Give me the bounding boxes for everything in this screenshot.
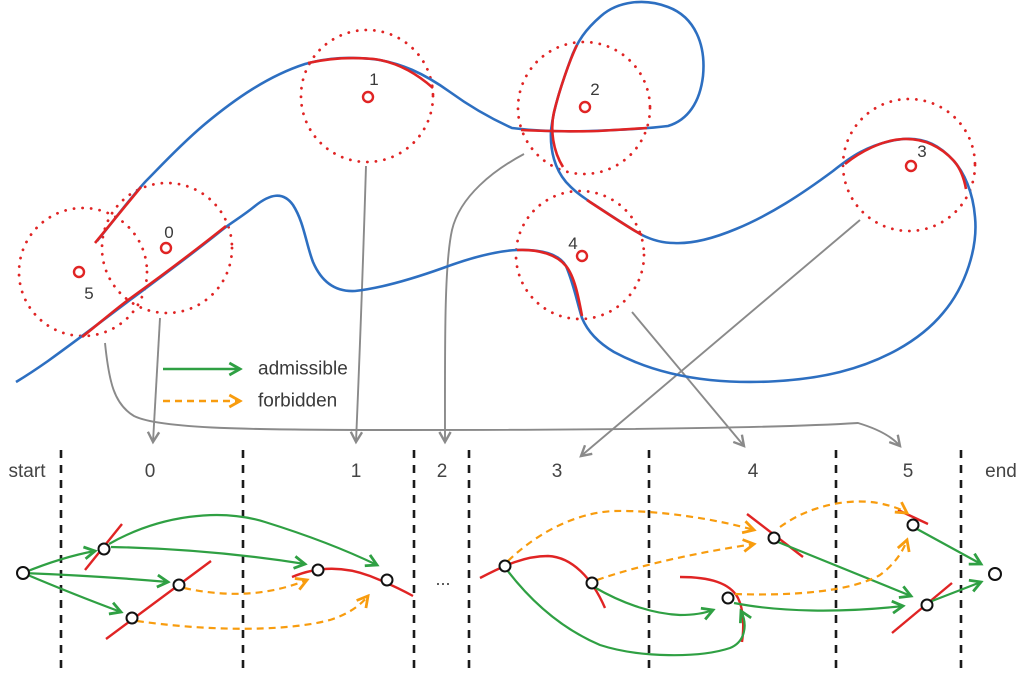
edge-admissible-3b-4b <box>593 586 713 615</box>
edge-admissible-0a-1b <box>108 513 377 565</box>
waypoint-marker-2 <box>578 100 592 114</box>
uncertainty-circle-5 <box>17 206 149 338</box>
connector-circle-4-to-column-4 <box>631 311 746 448</box>
visited-segments <box>81 44 968 339</box>
edge-admissible-start-0b <box>22 571 168 582</box>
visited-segment-7 <box>516 248 584 317</box>
waypoint-label-0: 0 <box>164 223 173 242</box>
edge-forbidden-0c-1b <box>136 596 368 630</box>
graph-node-1a <box>311 563 325 577</box>
waypoint-markers <box>72 90 918 279</box>
edge-admissible-0a-1a <box>110 545 305 564</box>
graph-node-end <box>988 567 1002 581</box>
uncertainty-circle-3 <box>841 97 977 233</box>
column-separators <box>59 450 963 672</box>
edge-admissible-3a-4b <box>506 569 745 657</box>
uncertainty-circles <box>17 28 977 338</box>
waypoint-label-2: 2 <box>590 80 599 99</box>
circle-to-column-connectors <box>104 153 902 458</box>
edge-admissible-4b-5b <box>733 603 903 611</box>
tangent-segment-4b <box>679 575 745 643</box>
visited-segment-6 <box>844 137 968 190</box>
tangent-segment-1a-1b <box>291 567 414 598</box>
edge-forbidden-4b-5a <box>734 540 907 596</box>
column-label-5: 5 <box>903 461 914 482</box>
graph-node-0c <box>125 611 139 625</box>
waypoint-label-1: 1 <box>369 70 378 89</box>
column-label-start: start <box>9 461 47 482</box>
waypoint-label-4: 4 <box>568 234 577 253</box>
visited-segment-3 <box>520 126 648 133</box>
graph-nodes <box>16 518 1002 625</box>
edge-forbidden-3a-4a <box>507 509 754 562</box>
uncertainty-circle-1 <box>299 28 435 164</box>
uncertainty-circle-4 <box>514 189 646 321</box>
connector-circle-5-to-column-5 <box>104 342 902 448</box>
column-label-0: 0 <box>145 461 156 482</box>
uncertainty-circle-2 <box>516 40 652 176</box>
column-label-end: end <box>985 461 1017 482</box>
graph-node-4a <box>767 531 781 545</box>
visited-segment-1 <box>81 224 227 339</box>
edge-forbidden-3b-4a <box>596 544 754 582</box>
legend: admissible forbidden <box>163 359 348 412</box>
transition-graph <box>16 500 1002 657</box>
connector-circle-1-to-column-1 <box>349 165 367 445</box>
connector-circle-2-to-column-2 <box>438 153 525 445</box>
elided-columns-ellipsis: ... <box>435 569 450 589</box>
trajectory-path <box>15 0 977 384</box>
column-label-3: 3 <box>552 461 563 482</box>
visited-segment-4 <box>551 44 579 168</box>
graph-node-1b <box>380 573 394 587</box>
column-label-4: 4 <box>748 461 759 482</box>
edge-admissible-start-0c <box>22 571 121 612</box>
graph-node-5b <box>920 598 934 612</box>
node-tangent-segments <box>84 508 953 643</box>
visited-segment-5 <box>586 198 643 237</box>
graph-node-5a <box>906 518 920 532</box>
tangent-segment-0b-0c <box>105 560 212 640</box>
graph-node-3b <box>585 576 599 590</box>
legend-forbidden-label: forbidden <box>258 391 337 412</box>
graph-node-3a <box>498 559 512 573</box>
graph-node-0a <box>97 542 111 556</box>
waypoint-labels: 0 1 2 3 4 5 <box>84 70 926 303</box>
waypoint-label-3: 3 <box>917 142 926 161</box>
column-label-1: 1 <box>351 461 362 482</box>
trajectory <box>15 0 977 384</box>
waypoint-marker-5 <box>72 265 86 279</box>
connector-circle-0-to-column-0 <box>146 317 161 445</box>
edge-admissible-4a-5b <box>777 540 911 596</box>
waypoint-label-5: 5 <box>84 284 93 303</box>
waypoint-marker-1 <box>361 90 375 104</box>
graph-node-4b <box>721 591 735 605</box>
uncertainty-circle-0 <box>100 181 234 315</box>
graph-node-0b <box>172 578 186 592</box>
edge-admissible-start-0a <box>22 551 95 575</box>
edge-forbidden-0b-1a <box>183 580 307 595</box>
edge-forbidden-4a-5a <box>779 500 907 528</box>
column-labels: ... start 0 1 2 3 4 5 end <box>9 461 1017 589</box>
column-label-2: 2 <box>437 461 448 482</box>
connector-circle-3-to-column-3 <box>579 219 861 458</box>
waypoint-marker-0 <box>159 241 173 255</box>
edge-admissible-5a-end <box>916 528 981 564</box>
legend-admissible-label: admissible <box>258 359 348 380</box>
graph-node-start <box>16 566 30 580</box>
waypoint-marker-4 <box>575 249 589 263</box>
visited-segment-2 <box>307 56 434 89</box>
waypoint-marker-3 <box>904 159 918 173</box>
visited-segment-0 <box>93 186 143 244</box>
edge-admissible-5b-end <box>931 582 981 603</box>
graph-edges <box>22 500 981 657</box>
